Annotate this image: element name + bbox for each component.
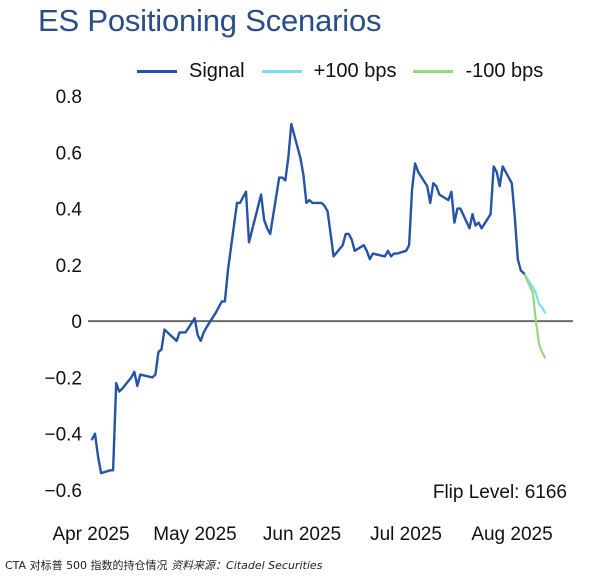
legend-swatch-signal bbox=[137, 70, 177, 73]
x-tick-label: Apr 2025 bbox=[52, 524, 129, 545]
chart-title: ES Positioning Scenarios bbox=[38, 3, 382, 38]
legend-label-plus-100-bps: +100 bps bbox=[313, 60, 397, 82]
legend-label-signal: Signal bbox=[189, 60, 245, 82]
flip-level-annotation: Flip Level: 6166 bbox=[433, 482, 567, 503]
legend-item-minus-100-bps: -100 bps bbox=[413, 60, 543, 83]
y-tick-label: 0.2 bbox=[56, 256, 82, 277]
caption-text: CTA 对标普 500 指数的持仓情况 bbox=[5, 559, 168, 572]
x-tick-label: Aug 2025 bbox=[471, 524, 552, 545]
legend-label-minus-100-bps: -100 bps bbox=[465, 60, 544, 82]
y-tick-label: 0.8 bbox=[56, 87, 82, 108]
caption-source: 资料来源：Citadel Securities bbox=[171, 559, 323, 572]
series-line-signal bbox=[90, 122, 526, 475]
legend-item-plus-100-bps: +100 bps bbox=[261, 60, 397, 83]
series-line-plus100-bps bbox=[522, 272, 547, 314]
legend-swatch-plus-100-bps bbox=[261, 70, 302, 73]
legend-swatch-minus-100-bps bbox=[413, 70, 454, 73]
x-tick-label: Jul 2025 bbox=[370, 524, 442, 545]
legend: Signal +100 bps -100 bps bbox=[137, 60, 560, 83]
series-line-minus-100-bps bbox=[522, 272, 547, 359]
y-tick-label: −0.6 bbox=[44, 481, 82, 502]
y-tick-label: 0 bbox=[71, 312, 82, 333]
y-tick-label: 0.6 bbox=[56, 143, 82, 164]
y-tick-label: −0.2 bbox=[44, 368, 82, 389]
y-tick-label: 0.4 bbox=[56, 200, 83, 221]
x-tick-label: Jun 2025 bbox=[263, 524, 341, 545]
x-tick-label: May 2025 bbox=[153, 524, 236, 545]
y-tick-label: −0.4 bbox=[44, 425, 82, 446]
caption: CTA 对标普 500 指数的持仓情况 资料来源：Citadel Securit… bbox=[5, 557, 322, 573]
legend-item-signal: Signal bbox=[137, 60, 245, 83]
